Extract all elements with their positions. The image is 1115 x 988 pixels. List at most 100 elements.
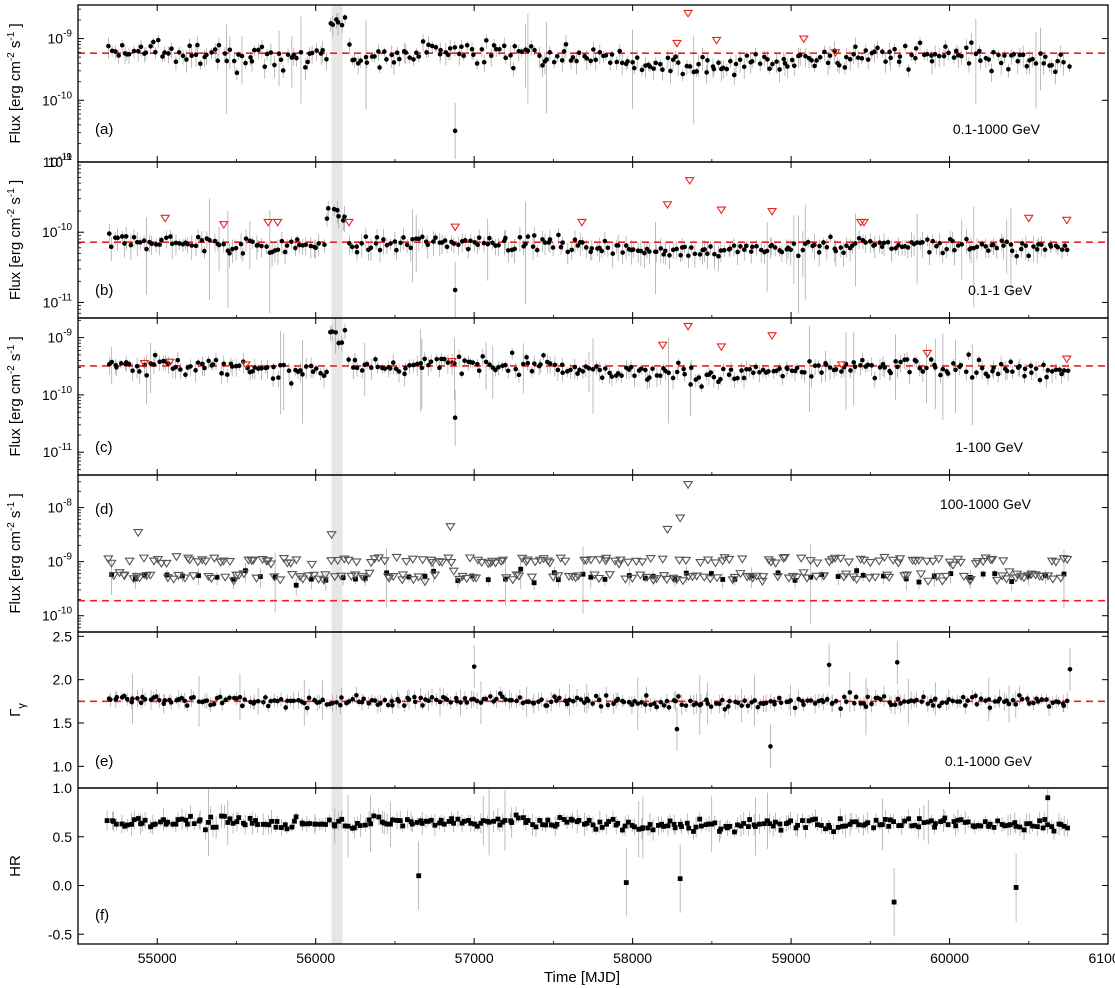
data-point (733, 61, 739, 67)
data-point (794, 365, 800, 371)
data-point (583, 245, 589, 250)
data-point (841, 694, 847, 700)
data-point (196, 573, 201, 579)
data-point (342, 327, 348, 333)
data-point (354, 244, 359, 249)
upper-limit-marker (233, 571, 245, 580)
data-point (1028, 363, 1034, 369)
upper-limit-marker (335, 572, 347, 581)
x-axis-title: Time [MJD] (544, 969, 620, 986)
upper-limit-marker (1061, 355, 1072, 364)
data-point (363, 234, 369, 240)
data-point (785, 366, 790, 372)
data-point (284, 243, 290, 248)
upper-limit-marker (1018, 574, 1030, 583)
data-point (324, 56, 329, 62)
data-point (359, 368, 365, 373)
data-point (1008, 242, 1014, 247)
data-point (749, 244, 755, 250)
upper-limit-marker (585, 556, 597, 565)
y-tick-label: 2.5 (53, 628, 73, 644)
upper-limit-marker (770, 559, 781, 568)
data-point (747, 817, 753, 822)
data-point (109, 572, 115, 577)
data-point (752, 698, 757, 703)
data-point (304, 821, 310, 827)
data-point (913, 46, 919, 51)
upper-limit-marker (933, 555, 944, 564)
data-point (924, 365, 929, 371)
data-point (442, 356, 447, 362)
upper-limit-marker (716, 206, 727, 215)
data-point (182, 698, 187, 704)
data-point (605, 245, 611, 251)
data-point (1033, 61, 1039, 66)
data-point (497, 691, 503, 696)
data-point (391, 60, 397, 65)
data-point (551, 59, 557, 65)
upper-limit-marker (275, 576, 286, 585)
data-point (316, 241, 322, 246)
data-point (865, 57, 871, 62)
data-point (860, 572, 866, 578)
data-point (129, 699, 135, 705)
data-point (1051, 828, 1057, 834)
data-point (827, 53, 833, 58)
data-point (989, 68, 994, 74)
upper-limit-marker (699, 573, 710, 582)
data-point (537, 818, 543, 823)
data-point (925, 701, 931, 707)
upper-limit-marker (737, 555, 748, 564)
data-point (129, 821, 134, 827)
upper-limit-marker (671, 575, 682, 585)
data-point (619, 373, 624, 378)
data-point (852, 364, 858, 370)
data-point (291, 52, 296, 58)
data-point (1031, 700, 1036, 706)
data-point (143, 50, 149, 55)
upper-limit-marker (461, 575, 472, 584)
data-point (173, 240, 179, 246)
data-point (355, 820, 360, 826)
y-tick-label: 1.0 (53, 780, 73, 796)
upper-limit-marker (388, 572, 399, 582)
data-point (848, 368, 853, 373)
data-point (397, 818, 403, 824)
data-point (262, 821, 268, 827)
data-point (543, 822, 549, 828)
data-point (307, 821, 313, 826)
data-point (856, 235, 862, 241)
data-point (144, 246, 149, 252)
data-point (887, 49, 892, 55)
data-point (821, 240, 826, 245)
data-point (607, 370, 612, 376)
data-point (1058, 822, 1064, 827)
data-point (688, 382, 693, 387)
data-point (597, 367, 603, 373)
upper-limit-marker (1023, 214, 1034, 223)
data-point (428, 817, 434, 823)
data-point (155, 37, 161, 43)
data-point (539, 697, 544, 702)
data-point (791, 63, 797, 69)
data-point (144, 373, 149, 378)
data-point (475, 361, 480, 367)
data-point (180, 573, 185, 579)
upper-limit-marker (522, 556, 533, 565)
data-point (520, 361, 526, 367)
data-point (778, 700, 784, 706)
data-point (239, 53, 245, 59)
data-point (665, 823, 671, 829)
data-point (416, 236, 422, 242)
upper-limit-marker (119, 572, 130, 581)
data-point (364, 361, 370, 367)
data-point (625, 59, 630, 64)
data-point (309, 50, 315, 56)
data-point (793, 825, 799, 831)
data-point (780, 373, 785, 379)
data-point (230, 576, 236, 582)
data-point (373, 241, 379, 246)
data-point (189, 53, 194, 58)
data-point (568, 367, 573, 373)
data-point (888, 817, 893, 823)
